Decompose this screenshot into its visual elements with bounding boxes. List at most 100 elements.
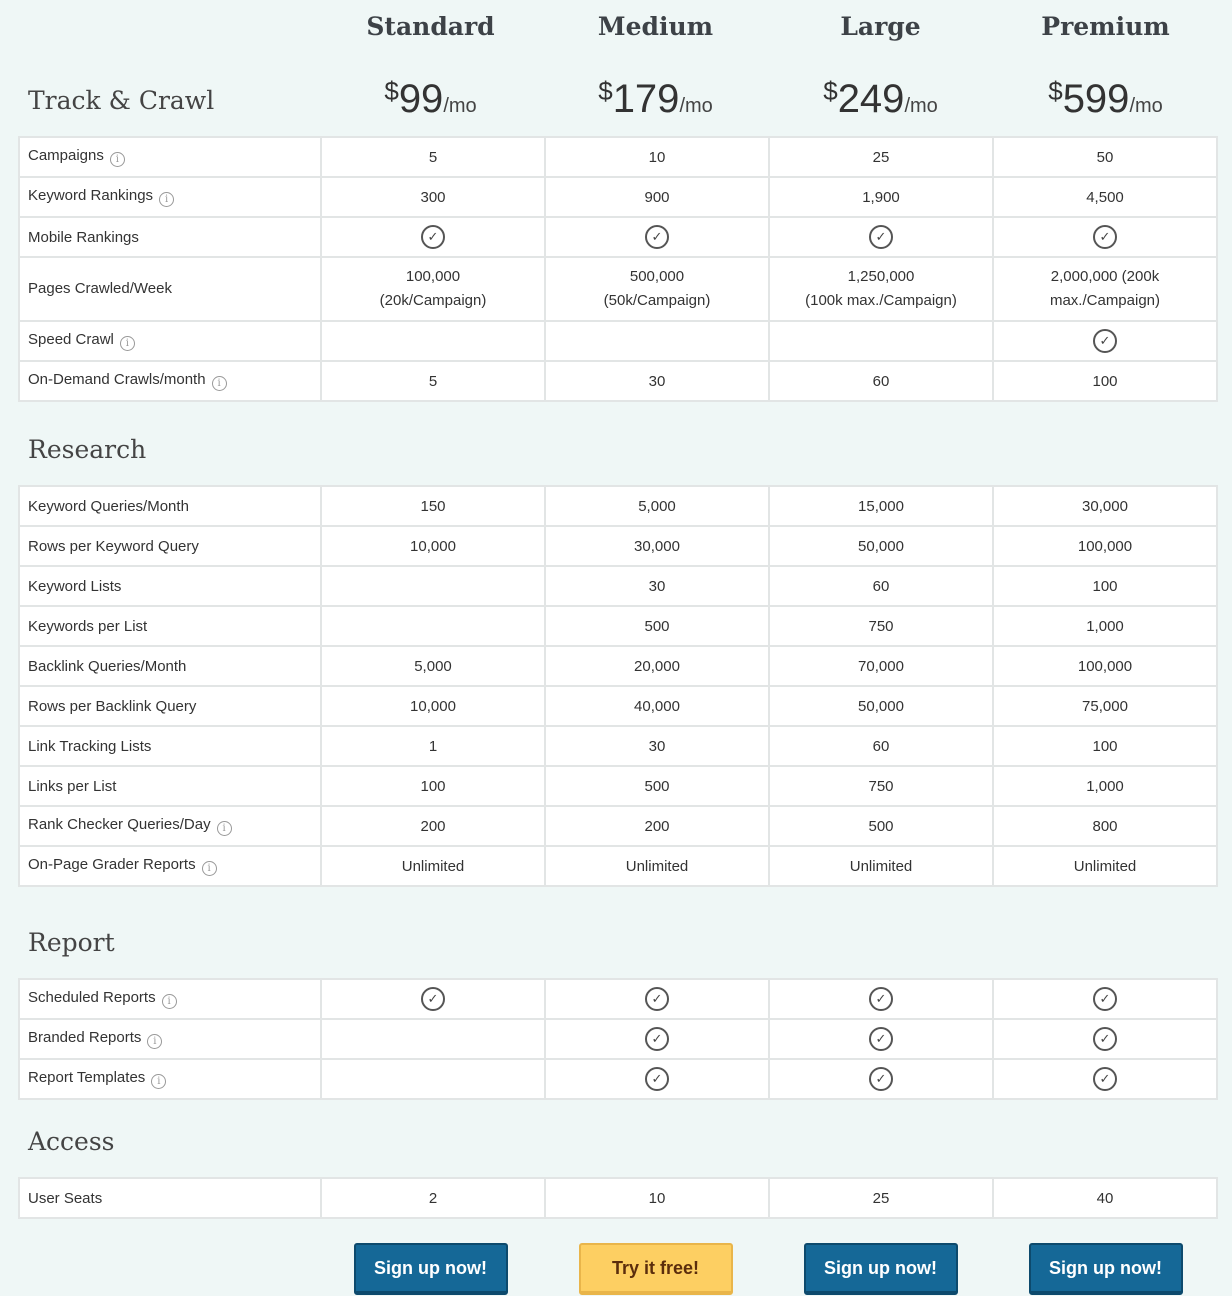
value-text: 30	[648, 577, 666, 595]
feature-table-report: Scheduled Reports i ✓ ✓ ✓ ✓ Branded Reports i ✓ ✓…	[18, 978, 1218, 1100]
value-text: Unlimited	[849, 857, 913, 875]
value-text: 5	[428, 148, 438, 166]
plan-name: Premium	[1041, 12, 1170, 41]
value-text: Unlimited	[1073, 857, 1137, 875]
feature-value: 500	[544, 765, 770, 807]
value-text: Unlimited	[401, 857, 465, 875]
value-text: 25	[872, 148, 890, 166]
feature-value: 10,000	[320, 525, 546, 567]
feature-value: 500,000 (50k/Campaign)	[544, 256, 770, 322]
feature-label: Backlink Queries/Month	[18, 645, 322, 687]
feature-name: Keyword Queries/Month	[28, 497, 189, 515]
info-icon[interactable]: i	[147, 1034, 163, 1049]
feature-value: 10	[544, 136, 770, 178]
feature-label: Scheduled Reports i	[18, 978, 322, 1020]
feature-value: 30	[544, 565, 770, 607]
value-text: 800	[1092, 817, 1118, 835]
feature-name: Keyword Rankings	[28, 187, 154, 204]
value-text: 1,000	[1086, 777, 1124, 795]
feature-label: Mobile Rankings	[18, 216, 322, 258]
info-icon[interactable]: i	[201, 861, 217, 876]
feature-value: 1,000	[992, 765, 1218, 807]
feature-value: ✓	[544, 978, 770, 1020]
value-text: 30	[648, 737, 666, 755]
plan-name: Standard	[366, 12, 495, 41]
feature-label: Rows per Backlink Query	[18, 685, 322, 727]
value-text: 75,000	[1082, 697, 1128, 715]
info-icon[interactable]: i	[119, 336, 135, 351]
feature-name: On-Page Grader Reports	[28, 856, 196, 873]
checkmark-icon: ✓	[1093, 329, 1117, 353]
feature-name: Report Templates	[28, 1069, 146, 1086]
feature-value: ✓	[992, 320, 1218, 362]
feature-value: 100,000	[992, 525, 1218, 567]
feature-value: 2	[320, 1177, 546, 1219]
feature-name: Keywords per List	[28, 617, 148, 635]
plan-header: Standard $99/mo Medium $179/mo Large $24…	[318, 0, 1218, 126]
value-text: 30,000	[634, 537, 680, 555]
value-text: 100,000	[1077, 537, 1133, 555]
sign-up-button-large[interactable]: Sign up now!	[803, 1243, 958, 1295]
feature-label: Branded Reports i	[18, 1018, 322, 1060]
info-icon[interactable]: i	[159, 192, 175, 207]
value-text: 60	[872, 577, 890, 595]
feature-label: Keyword Lists	[18, 565, 322, 607]
sign-up-button-standard[interactable]: Sign up now!	[353, 1243, 508, 1295]
feature-value: 5	[320, 136, 546, 178]
checkmark-icon: ✓	[645, 1027, 669, 1051]
value-text: 750	[868, 777, 894, 795]
feature-label: Rows per Keyword Query	[18, 525, 322, 567]
feature-value: ✓	[992, 1018, 1218, 1060]
value-text: 10,000	[410, 697, 456, 715]
feature-value: ✓	[992, 216, 1218, 258]
feature-name: Backlink Queries/Month	[28, 657, 187, 675]
value-text: 25	[872, 1189, 890, 1207]
table-row: Scheduled Reports i ✓ ✓ ✓ ✓	[18, 978, 1218, 1020]
feature-value: 100	[992, 565, 1218, 607]
table-row: Campaigns i 5 10 25 50	[18, 136, 1218, 178]
feature-table-research: Keyword Queries/Month 150 5,000 15,000 30,00…	[18, 485, 1218, 887]
feature-label: Pages Crawled/Week	[18, 256, 322, 322]
value-text: 2	[428, 1189, 438, 1207]
feature-value: ✓	[320, 216, 546, 258]
value-text: 100	[1092, 372, 1118, 390]
feature-table-track-crawl: Campaigns i 5 10 25 50 Keyword Rankings i 300 900…	[18, 136, 1218, 402]
table-row: Mobile Rankings ✓ ✓ ✓ ✓	[18, 216, 1218, 258]
info-icon[interactable]: i	[216, 821, 232, 836]
feature-value: 100,000	[992, 645, 1218, 687]
feature-label: User Seats	[18, 1177, 322, 1219]
sign-up-button-premium[interactable]: Sign up now!	[1028, 1243, 1183, 1295]
value-text: 30	[648, 372, 666, 390]
value-text: Unlimited	[625, 857, 689, 875]
feature-value: ✓	[320, 978, 546, 1020]
value-text: 10	[648, 1189, 666, 1207]
value-text: 500	[644, 777, 670, 795]
checkmark-icon: ✓	[869, 1027, 893, 1051]
value-text: 5,000	[414, 657, 452, 675]
value-text: 5,000	[638, 497, 676, 515]
checkmark-icon: ✓	[645, 987, 669, 1011]
info-icon[interactable]: i	[161, 994, 177, 1009]
feature-label: On-Demand Crawls/month i	[18, 360, 322, 402]
feature-value: 800	[992, 805, 1218, 847]
plan-price: $99/mo	[384, 76, 477, 121]
table-row: Keyword Rankings i 300 900 1,900 4,500	[18, 176, 1218, 218]
feature-value: 60	[768, 725, 994, 767]
plan-medium: Medium $179/mo	[543, 0, 768, 126]
info-icon[interactable]: i	[151, 1074, 167, 1089]
try-free-button-medium[interactable]: Try it free!	[578, 1243, 733, 1295]
value-text: 4,500	[1086, 188, 1124, 206]
feature-value: 70,000	[768, 645, 994, 687]
feature-value: 5,000	[544, 485, 770, 527]
feature-value: 10,000	[320, 685, 546, 727]
info-icon[interactable]: i	[109, 152, 125, 167]
info-icon[interactable]: i	[211, 376, 227, 391]
value-text: 5	[428, 372, 438, 390]
feature-value: 25	[768, 136, 994, 178]
feature-name: Keyword Lists	[28, 577, 122, 595]
table-row: Keyword Queries/Month 150 5,000 15,000 30,00…	[18, 485, 1218, 527]
value-text: 1,000	[1086, 617, 1124, 635]
feature-value: Unlimited	[992, 845, 1218, 887]
feature-label: Keyword Queries/Month	[18, 485, 322, 527]
feature-value: ✓	[544, 1058, 770, 1100]
